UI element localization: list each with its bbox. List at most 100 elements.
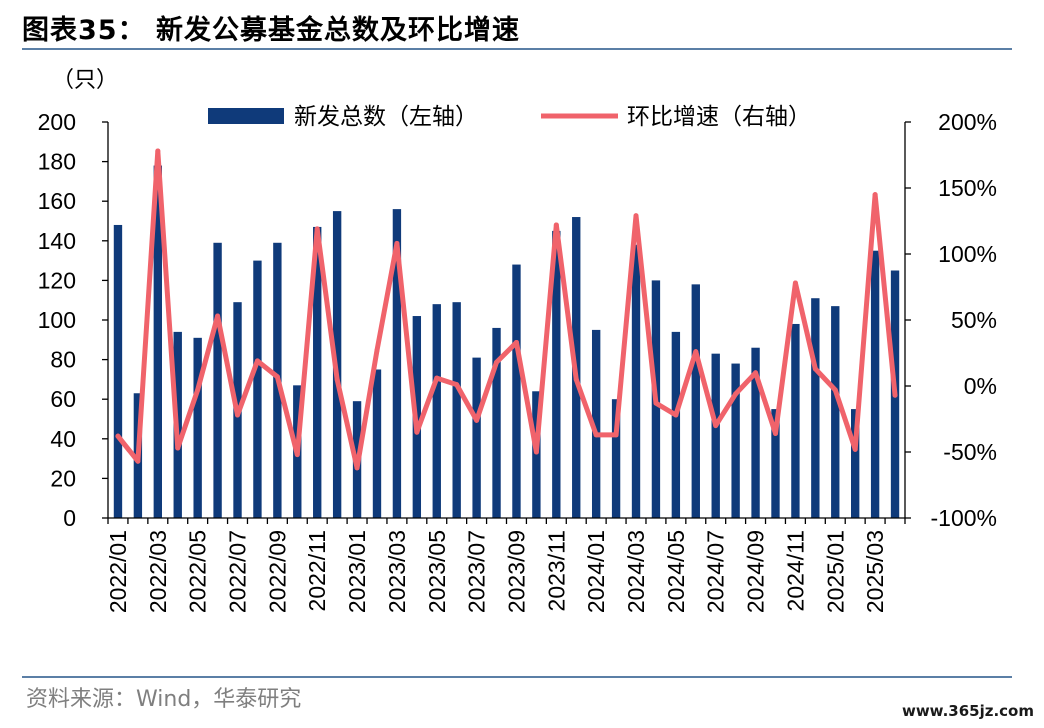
growth-rate-point — [772, 431, 778, 437]
source-note: 资料来源：Wind，华泰研究 — [26, 687, 302, 712]
growth-rate-point — [713, 423, 719, 429]
bar — [452, 302, 461, 518]
growth-rate-point — [434, 375, 440, 381]
growth-rate-point — [115, 433, 121, 439]
growth-rate-point — [235, 412, 241, 418]
bar — [512, 264, 521, 518]
x-axis-tick-label: 2025/03 — [862, 530, 888, 613]
title-divider — [22, 48, 1012, 50]
growth-rate-point — [314, 226, 320, 232]
growth-rate-point — [155, 148, 161, 154]
left-axis-tick-label: 120 — [38, 267, 76, 293]
x-axis-tick-label: 2024/09 — [743, 530, 769, 613]
growth-rate-point — [454, 382, 460, 388]
growth-rate-point — [673, 412, 679, 418]
chart: （只） 新发总数（左轴） 环比增速（右轴） 0 20 40 60 80 100 120 140… — [38, 67, 997, 613]
bar — [831, 306, 840, 518]
growth-rate-point — [633, 213, 639, 219]
right-axis-tick-label: -50% — [943, 439, 997, 465]
bar — [591, 329, 601, 518]
growth-rate-point — [832, 387, 838, 393]
x-axis-tick-label: 2023/01 — [344, 530, 370, 613]
x-axis-tick-label: 2023/05 — [424, 530, 450, 613]
left-axis-tick-label: 100 — [38, 307, 76, 333]
bar — [751, 347, 760, 518]
growth-rate-point — [533, 449, 539, 455]
bar — [611, 399, 621, 518]
x-axis-tick-label: 2024/01 — [583, 530, 609, 613]
x-axis-tick-label: 2022/05 — [185, 530, 211, 613]
left-axis-tick-label: 60 — [50, 386, 76, 412]
growth-rate-point — [693, 349, 699, 355]
growth-rate-point — [513, 339, 519, 345]
bar — [113, 224, 123, 518]
growth-rate-point — [494, 359, 500, 365]
growth-rate-line — [115, 148, 898, 471]
growth-rate-point — [593, 432, 599, 438]
left-axis-tick-label: 180 — [38, 149, 76, 175]
bar — [631, 244, 641, 518]
left-axis-tick-label: 140 — [38, 228, 76, 254]
bar — [153, 165, 162, 518]
bar — [771, 409, 780, 518]
bar — [731, 363, 740, 518]
x-axis-tick-label: 2022/09 — [264, 530, 290, 613]
growth-rate-point — [254, 358, 260, 364]
growth-rate-point — [195, 387, 201, 393]
growth-rate-point — [852, 446, 858, 452]
left-axis-tick-label: 20 — [50, 465, 76, 491]
bar — [492, 327, 501, 518]
x-axis-tick-label: 2023/03 — [384, 530, 410, 613]
growth-rate-point — [553, 222, 559, 228]
growth-rate-point — [653, 400, 659, 406]
bar — [671, 331, 681, 518]
legend-line-label: 环比增速（右轴） — [627, 103, 811, 129]
growth-rate-point — [215, 313, 221, 319]
x-axis-tick-label: 2024/03 — [623, 530, 649, 613]
growth-rate-point — [792, 280, 798, 286]
right-axis-tick-label: 150% — [938, 175, 997, 201]
bar — [392, 209, 402, 518]
growth-rate-point — [892, 392, 898, 398]
growth-rate-point — [354, 465, 360, 471]
bar — [432, 304, 441, 518]
bar — [691, 284, 700, 518]
bar — [253, 260, 262, 518]
right-axis-tick-label: 200% — [938, 109, 997, 135]
x-axis-tick-label: 2022/01 — [105, 530, 131, 613]
bar — [213, 242, 222, 518]
growth-rate-point — [374, 347, 380, 353]
bar — [811, 298, 820, 518]
x-axis-tick-label: 2024/11 — [782, 530, 808, 611]
growth-rate-point — [733, 391, 739, 397]
x-axis-tick-label: 2025/01 — [822, 530, 848, 613]
bar — [313, 226, 322, 518]
chart-title: 图表35： 新发公募基金总数及环比增速 — [22, 15, 520, 46]
bar — [711, 353, 720, 518]
footer-divider — [22, 676, 1012, 678]
x-axis-tick-label: 2022/03 — [145, 530, 171, 613]
left-axis-tick-label: 200 — [38, 109, 76, 135]
right-axis-tick-label: 50% — [951, 307, 997, 333]
growth-rate-point — [334, 376, 340, 382]
bar — [552, 230, 561, 518]
growth-rate-point — [474, 417, 480, 423]
legend-bar-swatch — [208, 108, 284, 124]
x-axis-tick-label: 2023/11 — [543, 530, 569, 611]
watermark: www.365jz.com — [901, 702, 1034, 720]
bar — [791, 323, 800, 518]
growth-rate-point — [872, 192, 878, 198]
bar — [193, 337, 202, 518]
x-axis-tick-label: 2024/07 — [703, 530, 729, 613]
left-axis-tick-label: 80 — [50, 347, 76, 373]
bar — [870, 250, 880, 518]
growth-rate-point — [135, 458, 141, 464]
left-axis-tick-label: 0 — [63, 505, 76, 531]
growth-rate-point — [394, 240, 400, 246]
bar — [372, 369, 382, 518]
growth-rate-point — [573, 376, 579, 382]
growth-rate-point — [613, 432, 619, 438]
x-axis-tick-label: 2022/07 — [225, 530, 251, 613]
legend: 新发总数（左轴） 环比增速（右轴） — [208, 103, 811, 129]
x-axis-tick-label: 2022/11 — [304, 530, 330, 611]
